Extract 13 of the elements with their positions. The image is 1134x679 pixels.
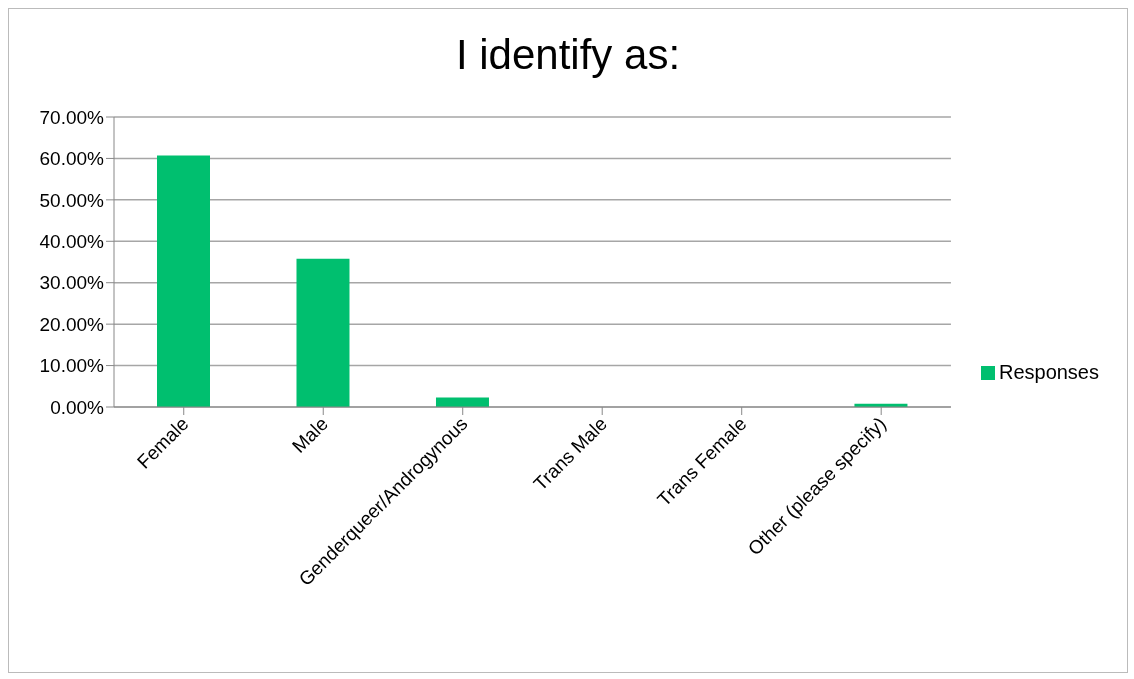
chart-title: I identify as: [454, 31, 682, 80]
y-tick-label: 20.00% [39, 313, 105, 335]
bar [435, 397, 489, 407]
y-tick-label: 0.00% [50, 396, 105, 418]
y-tick-label: 40.00% [39, 231, 105, 253]
y-tick-label: 60.00% [39, 148, 105, 170]
y-tick-label: 10.00% [39, 355, 105, 377]
y-tick-label: 30.00% [39, 272, 105, 294]
y-tick-label: 70.00% [39, 106, 105, 128]
y-tick-label: 50.00% [39, 189, 105, 211]
legend-label: Responses [998, 360, 1099, 383]
bar [296, 258, 350, 407]
bar [157, 155, 210, 407]
